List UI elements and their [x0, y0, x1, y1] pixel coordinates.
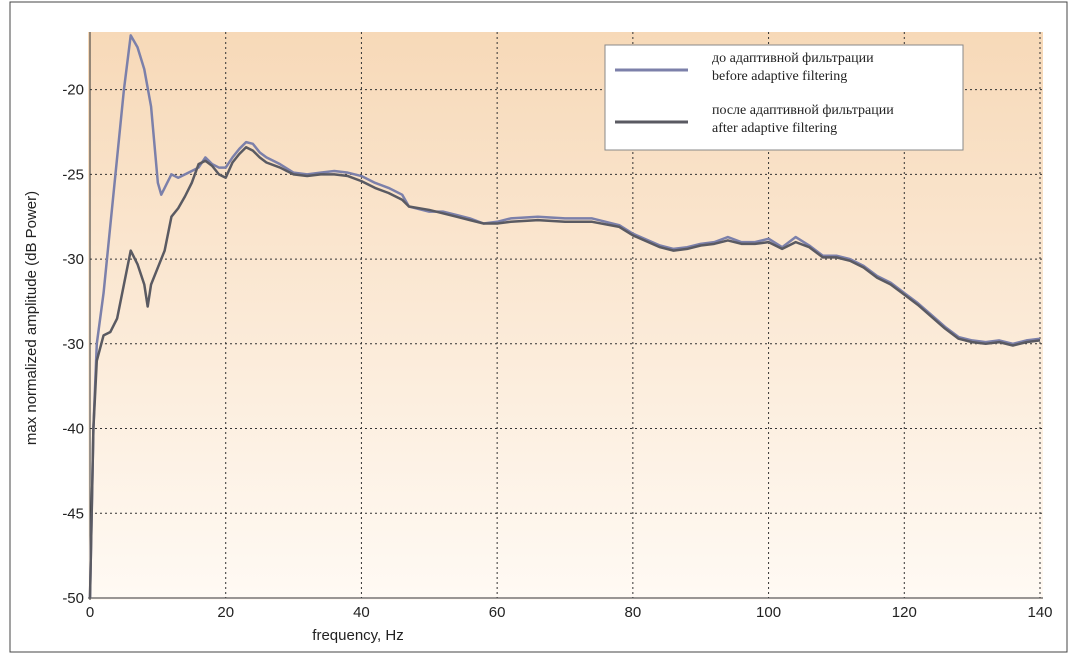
x-tick-label: 80 — [625, 604, 642, 621]
y-tick-label: -30 — [62, 251, 84, 268]
y-tick-label: -25 — [62, 166, 84, 183]
x-axis-title: frequency, Hz — [312, 627, 403, 644]
legend-box — [604, 44, 964, 151]
x-tick-label: 100 — [756, 604, 781, 621]
y-tick-label: -45 — [62, 505, 84, 522]
y-axis-title: max normalized amplitude (dB Power) — [23, 191, 40, 445]
x-tick-label: 140 — [1027, 604, 1052, 621]
frame — [9, 1, 1068, 653]
x-tick-label: 60 — [489, 604, 506, 621]
legend-label: после адаптивной фильтрации after adaptiv… — [712, 103, 894, 136]
y-tick-label: -20 — [62, 82, 84, 99]
y-tick-label: -30 — [62, 336, 84, 353]
legend-label: до адаптивной фильтрации before adaptive … — [712, 51, 874, 84]
legend: до адаптивной фильтрации before adaptive … — [604, 44, 964, 151]
y-tick-label: -50 — [62, 590, 84, 607]
x-tick-label: 0 — [86, 604, 94, 621]
x-tick-label: 20 — [217, 604, 234, 621]
y-tick-label: -40 — [62, 421, 84, 438]
series-line — [88, 34, 1041, 599]
x-tick-label: 40 — [353, 604, 370, 621]
x-tick-label: 120 — [892, 604, 917, 621]
series-line — [88, 145, 1041, 599]
